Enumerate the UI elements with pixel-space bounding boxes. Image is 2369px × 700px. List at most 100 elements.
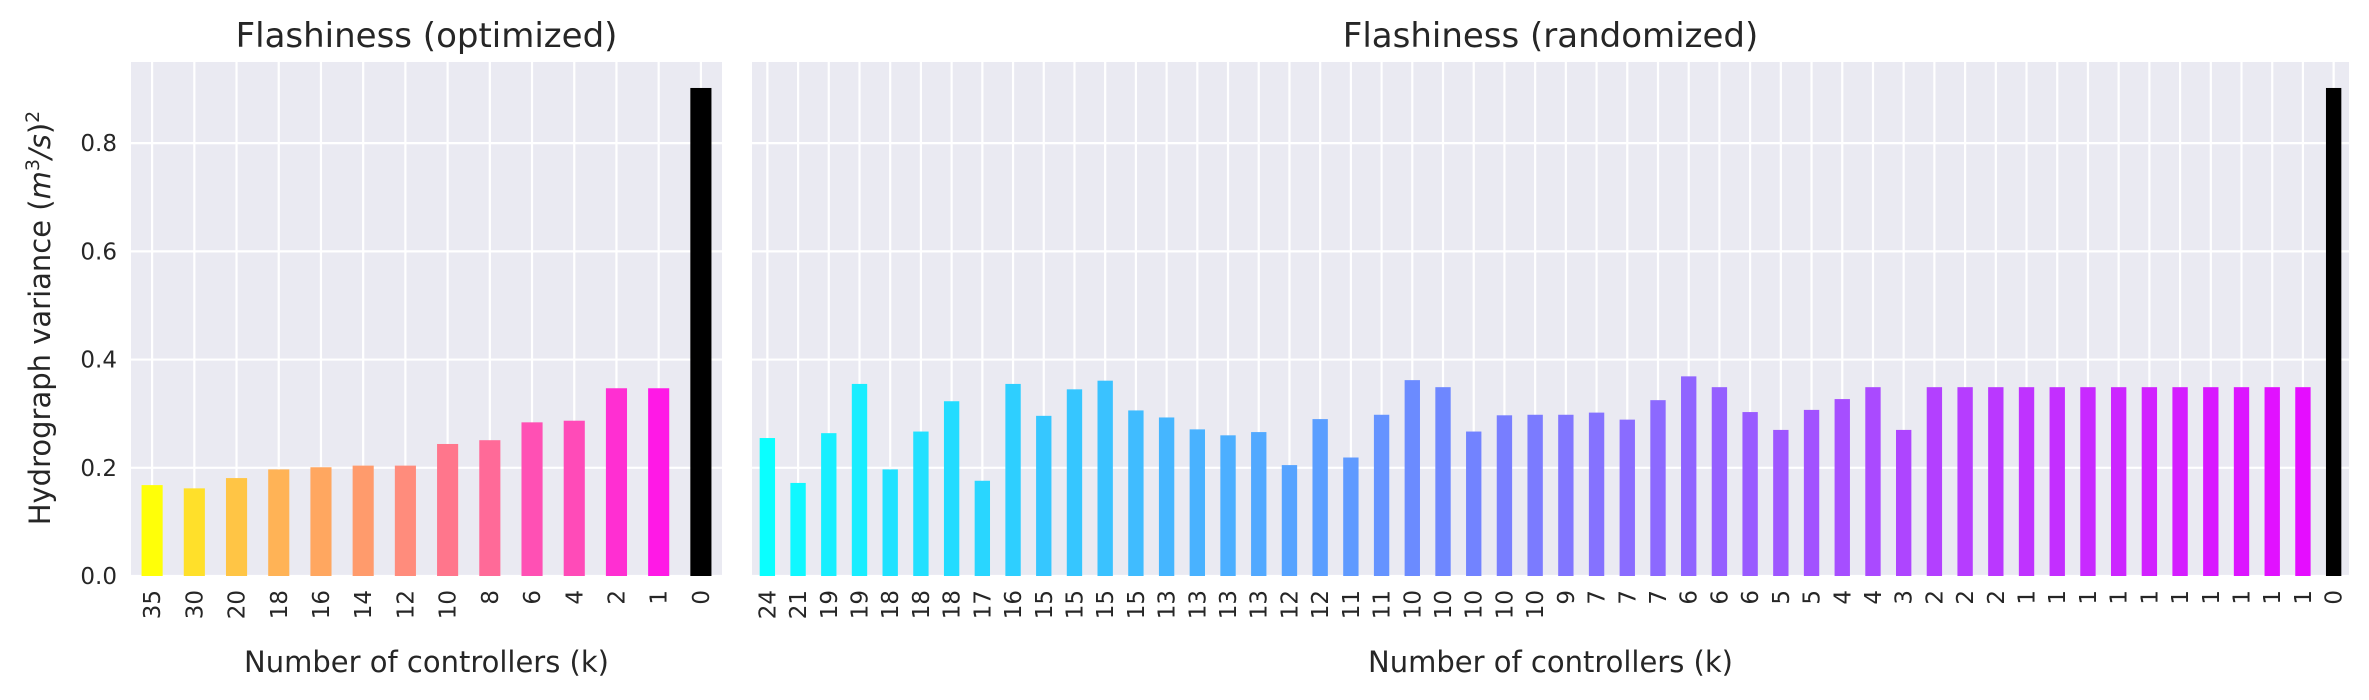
x-tick-label: 0 (689, 590, 715, 605)
x-tick-label: 24 (755, 590, 781, 619)
x-tick-label: 9 (1554, 590, 1580, 605)
bar (759, 438, 776, 576)
x-tick-label: 16 (1001, 590, 1027, 619)
x-tick-label: 10 (436, 590, 462, 619)
x-axis-label: Number of controllers (k) (244, 645, 609, 679)
x-tick-label: 7 (1615, 590, 1641, 605)
x-tick-label: 19 (817, 590, 843, 619)
x-tick-label: 14 (351, 590, 377, 619)
x-tick-label: 6 (520, 590, 546, 605)
x-tick-label: 17 (970, 590, 996, 619)
bar (1711, 387, 1728, 576)
bar (225, 478, 248, 576)
bar (1251, 432, 1267, 576)
bar (1373, 414, 1390, 576)
bar (1957, 387, 1973, 576)
plot-background (752, 62, 2349, 576)
x-tick-label: 20 (225, 590, 251, 619)
bar (521, 422, 543, 576)
bar (394, 465, 416, 576)
bar (1158, 417, 1175, 576)
bar (648, 388, 670, 576)
bar (2080, 387, 2096, 576)
optimized-panel: 0.00.20.40.60.835 30 20 18 16 14 12 10 8 6 4 2 1 0Fla… (80, 16, 722, 679)
x-tick-label: 21 (786, 590, 812, 619)
x-tick-label: 15 (1062, 590, 1088, 619)
bar (2018, 387, 2035, 576)
bar (1865, 387, 1881, 576)
bar (479, 440, 501, 576)
x-tick-label: 1 (2291, 590, 2317, 605)
x-tick-label: 4 (1861, 590, 1887, 605)
x-tick-label: 1 (2260, 590, 2286, 605)
bar (2325, 87, 2342, 577)
x-tick-label: 10 (1462, 590, 1488, 619)
x-tick-label: 18 (909, 590, 935, 619)
bar (268, 469, 290, 576)
x-tick-label: 4 (1830, 590, 1856, 605)
x-tick-label: 10 (1431, 590, 1457, 619)
bar (1834, 399, 1850, 576)
x-tick-label: 0 (2322, 590, 2348, 605)
bar (1988, 387, 2004, 576)
bar (2049, 387, 2065, 576)
x-tick-label: 7 (1585, 590, 1611, 605)
bar (2203, 387, 2219, 576)
y-axis-label: Hydrograph variance (m3/s)2 (22, 111, 57, 526)
x-tick-label: 35 (140, 590, 166, 619)
bar (1619, 419, 1635, 576)
x-tick-label: 10 (1492, 590, 1518, 619)
bar (437, 443, 459, 576)
bar (1404, 380, 1420, 576)
x-tick-label: 13 (1247, 590, 1273, 619)
x-tick-label: 13 (1216, 590, 1242, 619)
bar (1742, 412, 1758, 576)
bar (1220, 435, 1236, 576)
bar (913, 431, 929, 576)
x-tick-label: 2 (604, 590, 630, 605)
x-tick-label: 10 (1523, 590, 1549, 619)
x-tick-label: 5 (1800, 590, 1826, 605)
bar (2141, 387, 2158, 576)
bar (2172, 387, 2188, 576)
bar (1066, 389, 1083, 576)
x-tick-label: 1 (2045, 590, 2071, 605)
bar (1189, 429, 1205, 576)
bar (851, 383, 868, 576)
x-tick-label: 2 (1922, 590, 1948, 605)
x-tick-label: 6 (1738, 590, 1764, 605)
x-tick-label: 5 (1769, 590, 1795, 605)
bar (1281, 465, 1298, 576)
bar (1681, 376, 1697, 576)
bar (1435, 387, 1451, 576)
bar (1588, 412, 1605, 576)
x-tick-label: 15 (1093, 590, 1119, 619)
bar (690, 87, 712, 577)
bar (563, 420, 585, 576)
x-tick-label: 1 (2230, 590, 2256, 605)
x-tick-label: 13 (1155, 590, 1181, 619)
bar (974, 480, 991, 576)
chart-title: Flashiness (randomized) (1343, 16, 1758, 56)
bar (310, 467, 332, 576)
x-tick-label: 18 (267, 590, 293, 619)
bar (943, 401, 960, 576)
x-axis-label: Number of controllers (k) (1368, 645, 1733, 679)
x-tick-label: 2 (1953, 590, 1979, 605)
bar (2233, 387, 2250, 576)
x-tick-label: 4 (562, 590, 588, 605)
bar (1097, 380, 1113, 576)
x-tick-label: 12 (1277, 590, 1303, 619)
bar (1312, 419, 1328, 576)
x-tick-label: 1 (647, 590, 673, 605)
bar (352, 465, 374, 576)
bar (1496, 415, 1513, 576)
bar (1128, 410, 1144, 576)
bar (2110, 387, 2127, 576)
chart-title: Flashiness (optimized) (236, 16, 618, 56)
x-tick-label: 1 (2076, 590, 2102, 605)
bar (605, 388, 628, 576)
bar (2264, 387, 2280, 576)
x-tick-label: 3 (1892, 590, 1918, 605)
